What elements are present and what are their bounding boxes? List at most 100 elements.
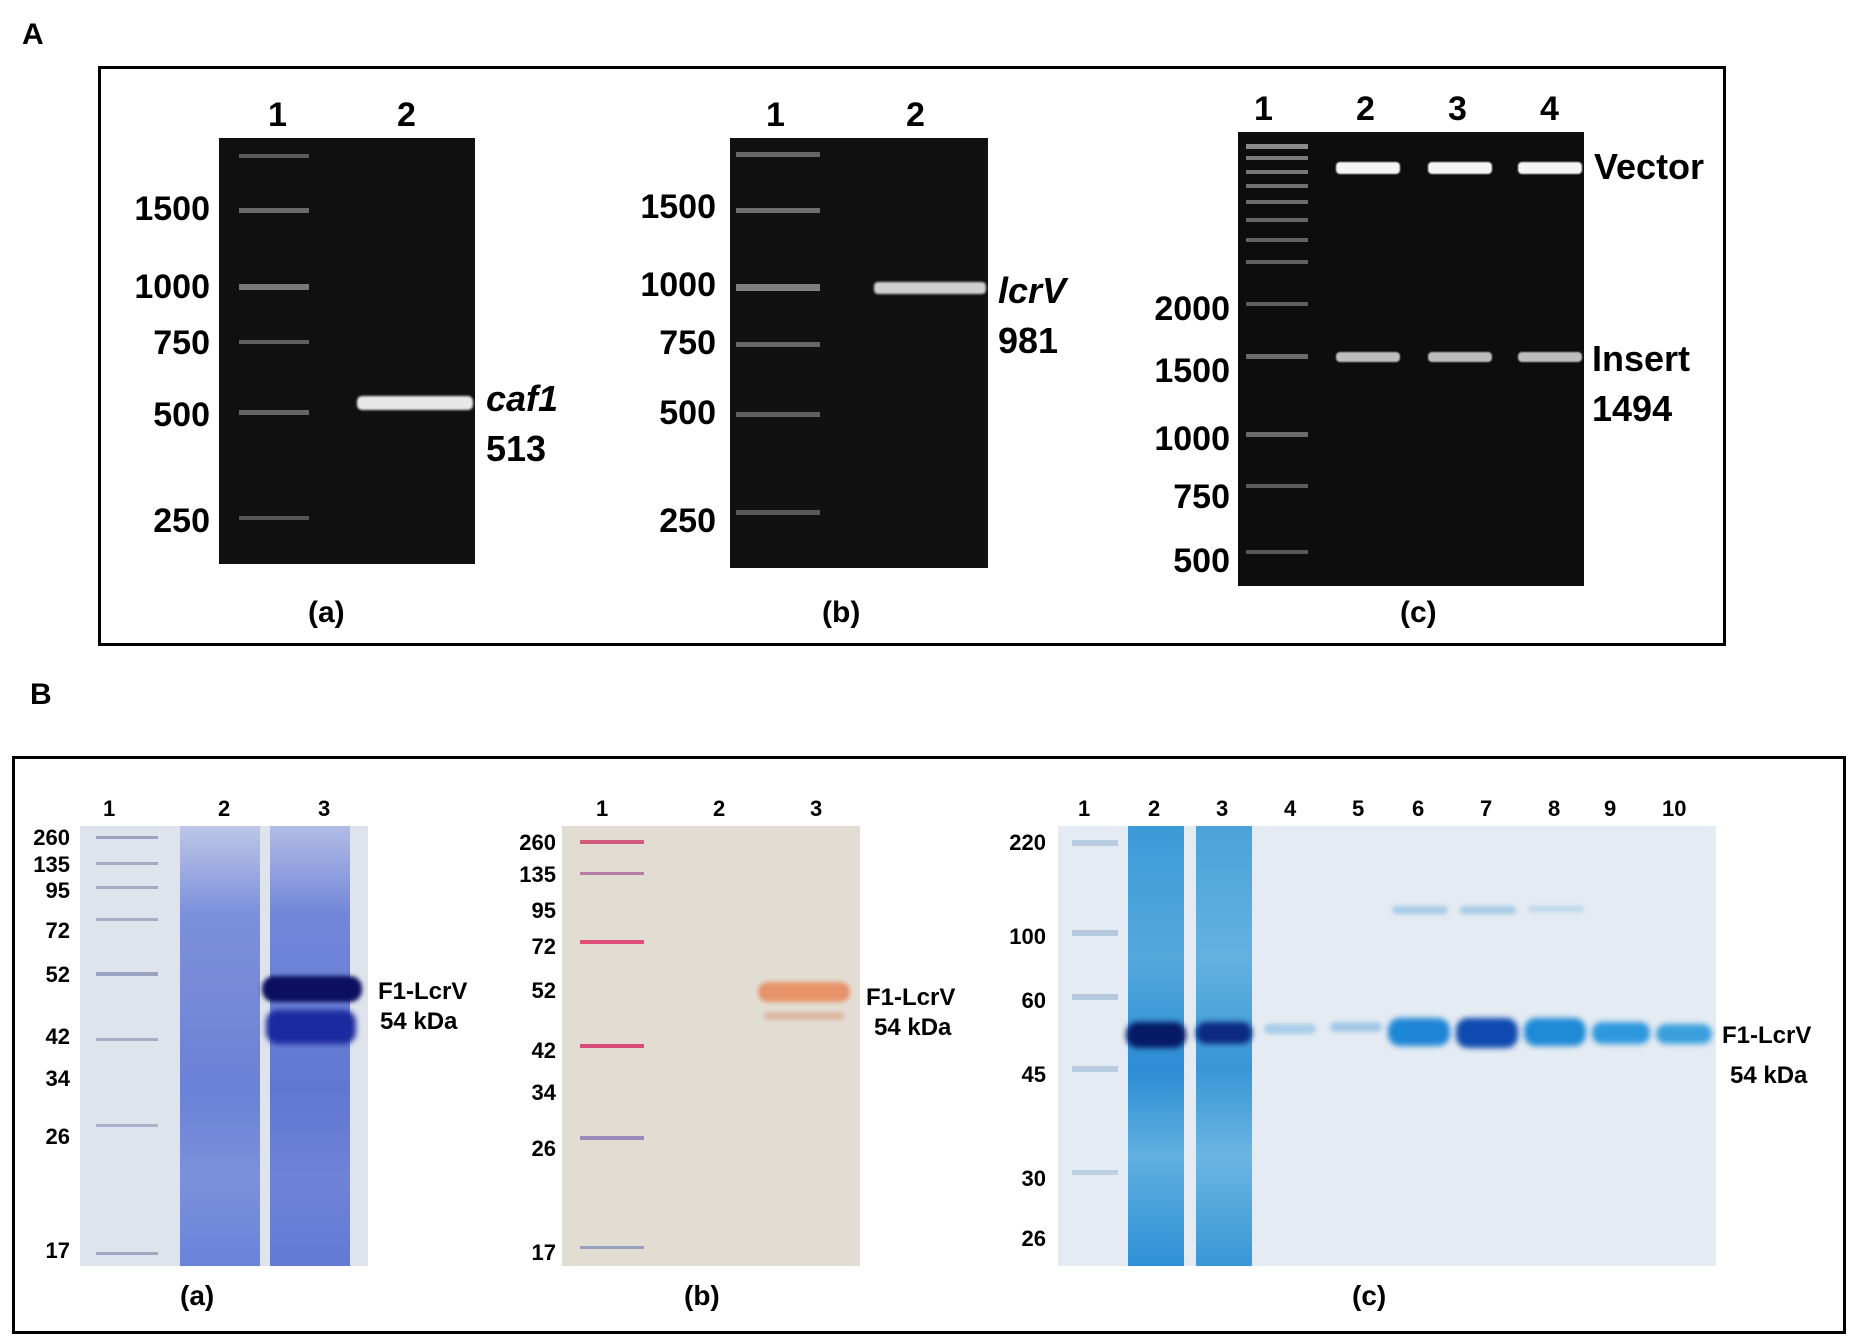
ladder-band: [736, 284, 820, 291]
ladder-band: [96, 862, 158, 865]
protein-size-label: 54 kDa: [380, 1008, 458, 1035]
ladder-label: 17: [45, 1238, 70, 1263]
lcrv-band: [874, 282, 986, 294]
ladder-band: [1246, 484, 1308, 488]
ladder-label: 1000: [640, 266, 716, 304]
ladder-label: 135: [33, 852, 70, 877]
ladder-band: [1246, 200, 1308, 204]
f1-lcrv-band: [1388, 1018, 1450, 1046]
gel-b-c: [1058, 826, 1716, 1266]
gel-a-c: [1238, 132, 1584, 586]
ladder-band: [1246, 238, 1308, 242]
ladder-label: 95: [531, 898, 556, 923]
lane-label: 2: [218, 796, 231, 821]
ladder-label: 17: [531, 1240, 556, 1265]
ladder-band: [96, 886, 158, 889]
ladder-label: 52: [45, 962, 70, 987]
lane-label: 3: [810, 796, 823, 821]
product-name-label: lcrV: [998, 270, 1067, 311]
ladder-band: [736, 412, 820, 417]
gel-caption: (a): [308, 596, 345, 629]
lane-label: 6: [1412, 796, 1425, 821]
ladder-label: 72: [45, 918, 70, 943]
gel-b-a: [80, 826, 368, 1266]
ladder-label: 1000: [134, 268, 210, 306]
f1-lcrv-band: [758, 982, 850, 1002]
band: [764, 1012, 844, 1020]
ladder-band: [1246, 354, 1308, 359]
ladder-band: [580, 940, 644, 944]
ladder-label: 500: [659, 394, 716, 432]
ladder-label: 52: [531, 978, 556, 1003]
vector-label: Vector: [1594, 146, 1705, 187]
ladder-label: 60: [1021, 988, 1046, 1013]
ladder-band: [1246, 156, 1308, 160]
lane-label: 1: [1254, 90, 1273, 128]
lane-label: 1: [268, 96, 287, 134]
lane-label: 7: [1480, 796, 1493, 821]
lane-label: 1: [103, 796, 116, 821]
f1-lcrv-band: [1196, 1022, 1252, 1044]
lane-label: 10: [1662, 796, 1687, 821]
gel-caption: (b): [822, 596, 861, 629]
ladder-band: [580, 872, 644, 875]
ladder-label: 500: [153, 396, 210, 434]
ladder-label: 26: [45, 1124, 70, 1149]
ladder-label: 30: [1021, 1166, 1046, 1191]
caf1-band: [357, 396, 473, 410]
vector-band: [1336, 162, 1400, 174]
lysate-lane: [180, 826, 260, 1266]
ladder-band: [239, 410, 309, 415]
ladder-band: [239, 154, 309, 158]
ladder-label: 750: [153, 324, 210, 362]
lane-label: 1: [596, 796, 609, 821]
product-size-label: 513: [486, 428, 547, 469]
ladder-label: 750: [1173, 478, 1230, 516]
protein-name-label: F1-LcrV: [378, 978, 468, 1005]
ladder-band: [1246, 260, 1308, 264]
ladder-label: 1500: [134, 190, 210, 228]
ladder-band: [96, 972, 158, 976]
ladder-band: [580, 1044, 644, 1048]
ladder-band: [580, 1136, 644, 1140]
ladder-band: [736, 510, 820, 515]
ladder-band: [1246, 144, 1308, 149]
ladder-band: [580, 840, 644, 844]
lane-label: 2: [906, 96, 925, 134]
ladder-label: 72: [531, 934, 556, 959]
ladder-band: [96, 1252, 158, 1255]
ladder-label: 220: [1009, 830, 1046, 855]
ladder-label: 26: [1021, 1226, 1046, 1251]
ladder-band: [1072, 1066, 1118, 1072]
lane-label: 1: [1078, 796, 1091, 821]
ladder-band: [239, 340, 309, 344]
protein-size-label: 54 kDa: [874, 1014, 952, 1041]
f1-lcrv-band: [1524, 1018, 1586, 1046]
band: [266, 1010, 356, 1044]
ladder-label: 1500: [1154, 352, 1230, 390]
ladder-label: 250: [153, 502, 210, 540]
lane-label: 5: [1352, 796, 1365, 821]
panel-a-letter: A: [22, 18, 44, 51]
lane-label: 2: [1356, 90, 1375, 128]
ladder-band: [1246, 218, 1308, 222]
lane-label: 2: [713, 796, 726, 821]
lane-label: 9: [1604, 796, 1617, 821]
ladder-label: 95: [45, 878, 70, 903]
lane-label: 2: [1148, 796, 1161, 821]
ladder-label: 250: [659, 502, 716, 540]
f1-lcrv-band: [1456, 1018, 1518, 1048]
ladder-label: 42: [531, 1038, 556, 1063]
panel-b-letter: B: [30, 678, 52, 711]
lane-label: 4: [1284, 796, 1297, 821]
gel-caption: (c): [1400, 596, 1437, 629]
ladder-band: [736, 342, 820, 347]
insert-band: [1428, 352, 1492, 362]
ladder-label: 260: [33, 825, 70, 850]
ladder-label: 260: [519, 830, 556, 855]
gel-caption: (b): [684, 1280, 720, 1311]
lane-3-sample: [1196, 826, 1252, 1266]
protein-name-label: F1-LcrV: [1722, 1022, 1812, 1049]
ladder-label: 100: [1009, 924, 1046, 949]
ladder-band: [96, 1124, 158, 1127]
